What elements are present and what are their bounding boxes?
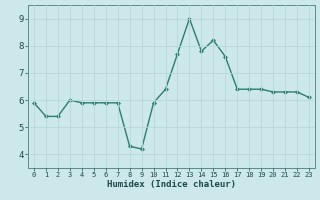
X-axis label: Humidex (Indice chaleur): Humidex (Indice chaleur) — [107, 180, 236, 189]
